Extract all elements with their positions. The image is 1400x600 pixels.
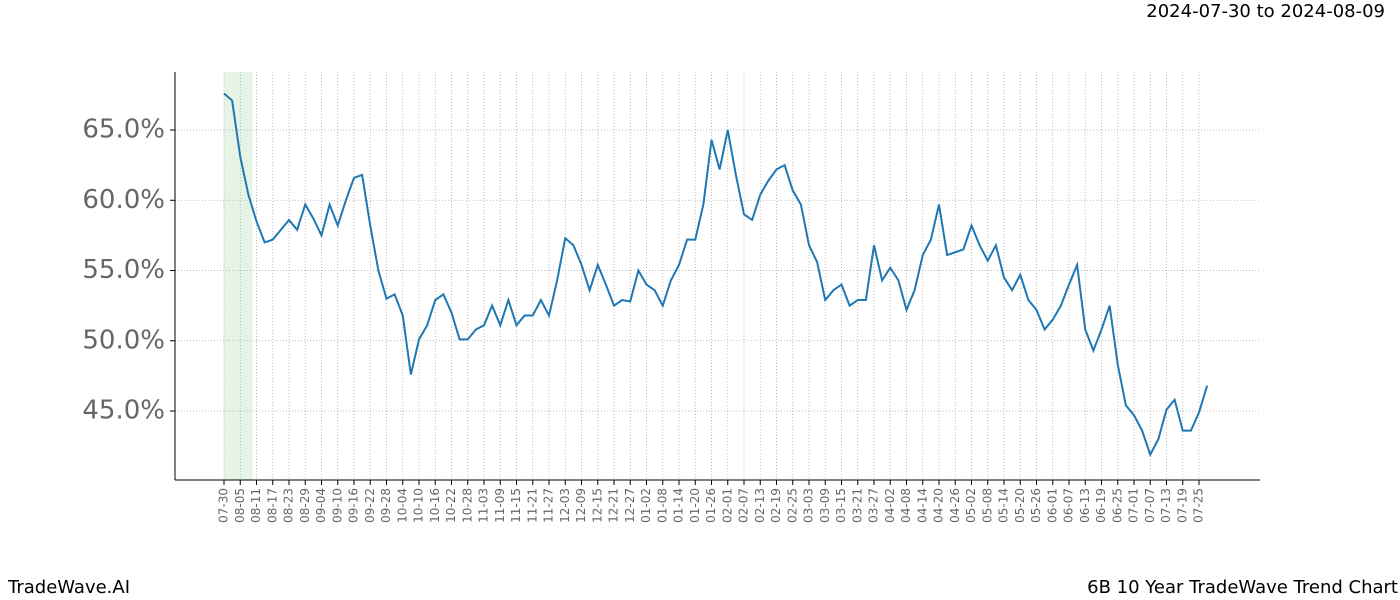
x-tick-label: 02-13 — [753, 488, 767, 523]
x-tick-label: 11-27 — [542, 488, 556, 523]
x-tick-label: 06-07 — [1062, 488, 1076, 523]
x-tick-label: 05-26 — [1029, 488, 1043, 523]
x-tick-label: 08-29 — [298, 488, 312, 523]
highlight-band — [224, 72, 253, 480]
x-tick-label: 03-27 — [867, 488, 881, 523]
x-tick-label: 07-07 — [1143, 488, 1157, 523]
y-tick-label: 60.0% — [82, 185, 165, 215]
x-tick-label: 11-21 — [525, 488, 539, 523]
x-tick-label: 05-02 — [964, 488, 978, 523]
x-tick-label: 06-01 — [1045, 488, 1059, 523]
x-tick-label: 08-05 — [233, 488, 247, 523]
chart-title: 6B 10 Year TradeWave Trend Chart — [1087, 577, 1398, 598]
x-tick-label: 04-14 — [915, 488, 929, 523]
x-tick-label: 08-23 — [282, 488, 296, 523]
x-tick-label: 04-02 — [883, 488, 897, 523]
x-tick-label: 12-03 — [558, 488, 572, 523]
x-tick-label: 03-03 — [802, 488, 816, 523]
x-tick-label: 10-16 — [428, 488, 442, 523]
x-tick-label: 05-20 — [1013, 488, 1027, 523]
x-tick-label: 01-14 — [672, 488, 686, 523]
x-tick-label: 11-15 — [509, 488, 523, 523]
x-tick-label: 02-25 — [785, 488, 799, 523]
x-tick-label: 08-11 — [249, 488, 263, 523]
trend-line — [223, 92, 1209, 458]
x-tick-label: 02-19 — [769, 488, 783, 523]
x-tick-label: 02-01 — [720, 488, 734, 523]
y-tick-label: 45.0% — [82, 396, 165, 426]
x-tick-label: 03-09 — [818, 488, 832, 523]
x-tick-label: 04-08 — [899, 488, 913, 523]
x-tick-label: 09-16 — [347, 488, 361, 523]
x-tick-label: 09-22 — [363, 488, 377, 523]
x-tick-label: 08-17 — [265, 488, 279, 523]
x-tick-label: 07-30 — [217, 488, 231, 523]
x-tick-label: 10-04 — [395, 488, 409, 523]
y-tick-label: 65.0% — [82, 115, 165, 145]
x-tick-label: 11-03 — [477, 488, 491, 523]
x-tick-label: 01-08 — [655, 488, 669, 523]
x-tick-label: 09-04 — [314, 488, 328, 523]
x-tick-label: 01-02 — [639, 488, 653, 523]
x-tick-label: 06-13 — [1078, 488, 1092, 523]
x-tick-label: 01-20 — [688, 488, 702, 523]
y-tick-label: 50.0% — [82, 325, 165, 355]
x-tick-label: 02-07 — [737, 488, 751, 523]
x-tick-label: 12-09 — [574, 488, 588, 523]
x-tick-label: 07-19 — [1175, 488, 1189, 523]
x-tick-label: 05-14 — [997, 488, 1011, 523]
x-tick-label: 10-28 — [460, 488, 474, 523]
y-tick-label: 55.0% — [82, 255, 165, 285]
x-tick-label: 09-28 — [379, 488, 393, 523]
x-tick-label: 03-21 — [850, 488, 864, 523]
date-range: 2024-07-30 to 2024-08-09 — [1146, 1, 1385, 22]
x-tick-label: 05-08 — [980, 488, 994, 523]
x-tick-label: 04-20 — [932, 488, 946, 523]
x-tick-label: 12-27 — [623, 488, 637, 523]
x-tick-label: 12-21 — [607, 488, 621, 523]
x-tick-label: 07-13 — [1159, 488, 1173, 523]
x-tick-label: 06-19 — [1094, 488, 1108, 523]
x-tick-label: 10-22 — [444, 488, 458, 523]
x-tick-label: 11-09 — [493, 488, 507, 523]
x-tick-label: 03-15 — [834, 488, 848, 523]
x-tick-label: 04-26 — [948, 488, 962, 523]
x-tick-label: 07-01 — [1127, 488, 1141, 523]
x-tick-label: 10-10 — [412, 488, 426, 523]
x-tick-label: 06-25 — [1110, 488, 1124, 523]
brand: TradeWave.AI — [7, 577, 130, 598]
x-tick-label: 01-26 — [704, 488, 718, 523]
x-tick-label: 12-15 — [590, 488, 604, 523]
x-tick-label: 07-25 — [1192, 488, 1206, 523]
x-tick-label: 09-10 — [330, 488, 344, 523]
